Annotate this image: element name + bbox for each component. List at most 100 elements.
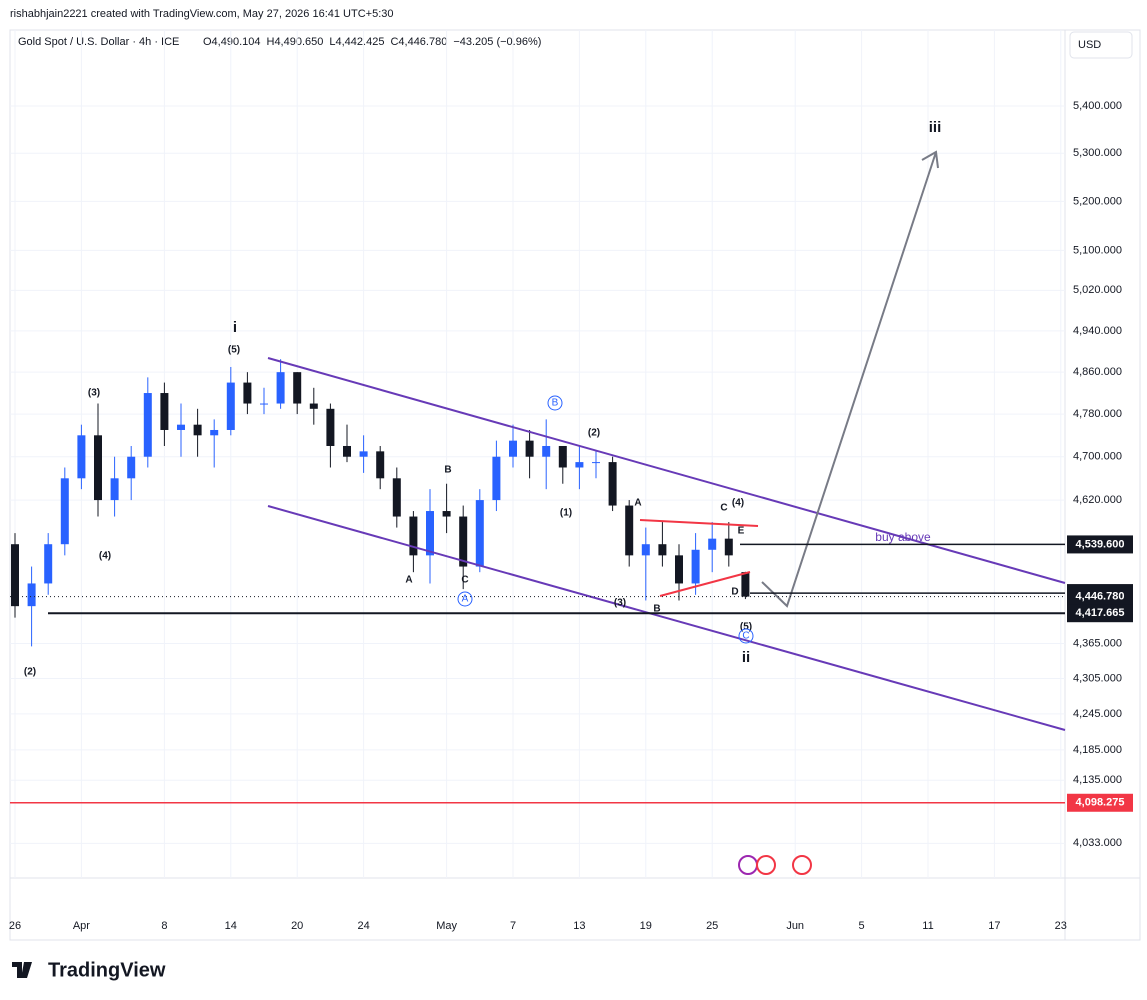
wave-label: B [552, 398, 559, 409]
wave-label: (1) [560, 508, 572, 519]
x-tick-label: 20 [291, 920, 303, 932]
x-tick-label: 24 [357, 920, 369, 932]
wave-circle [457, 591, 473, 607]
y-tick-label: 4,033.000 [1073, 837, 1122, 849]
price-level-label: 4,098.275 [1076, 797, 1125, 809]
candle-body [708, 538, 717, 550]
wave-label: B [444, 465, 451, 476]
logo-text: TradingView [48, 959, 166, 981]
wave-label: A [634, 498, 641, 509]
candle-body [442, 511, 451, 517]
event-icon [792, 855, 812, 875]
candle-body [260, 403, 268, 405]
projection-arrowhead [921, 150, 939, 169]
currency-button[interactable] [1069, 31, 1133, 59]
wave-label: (4) [732, 498, 744, 509]
candle-body [724, 538, 733, 556]
candle-body [326, 408, 335, 446]
channel-lower [267, 505, 1066, 731]
y-tick-label: 5,400.000 [1073, 100, 1122, 112]
symbol: Gold Spot / U.S. Dollar · 4h · ICE [18, 36, 179, 48]
wave-label: A [462, 594, 469, 605]
y-tick-label: 4,365.000 [1073, 637, 1122, 649]
candle-body [625, 505, 634, 556]
x-tick-label: Apr [73, 920, 90, 932]
wave-label: A [405, 575, 412, 586]
y-tick-label: 5,200.000 [1073, 195, 1122, 207]
candle-body [94, 435, 102, 501]
y-tick-label: 4,305.000 [1073, 672, 1122, 684]
candle-body [359, 451, 368, 457]
price-level-label: 4,446.780 [1076, 591, 1125, 603]
y-tick-label: 5,300.000 [1073, 147, 1122, 159]
candle-body [343, 445, 351, 457]
wave-label: iii [929, 119, 942, 136]
x-tick-label: 11 [922, 920, 933, 932]
y-tick-label: 4,185.000 [1073, 744, 1122, 756]
candle-body [592, 462, 600, 464]
y-tick-label: 4,780.000 [1073, 408, 1122, 420]
attribution: rishabhjain2221 created with TradingView… [10, 8, 394, 20]
channel-upper [267, 357, 1066, 584]
candle-body [193, 424, 202, 436]
x-tick-label: 5 [859, 920, 865, 932]
candle-body [376, 451, 385, 479]
x-tick-label: 17 [988, 920, 1000, 932]
candle-body [675, 555, 683, 584]
candle-body [309, 403, 318, 409]
logo-mark [12, 962, 32, 978]
candle-body [44, 544, 53, 584]
y-tick-label: 5,100.000 [1073, 244, 1122, 256]
x-tick-label: 8 [161, 920, 167, 932]
logo: TradingView [12, 959, 166, 981]
chart-frame [9, 29, 1141, 941]
candle-body [641, 544, 650, 556]
candle-body [525, 440, 534, 457]
candle-body [691, 549, 700, 584]
candle-body [459, 516, 468, 567]
candle-body [226, 382, 235, 430]
candle-body [658, 544, 667, 556]
candle-body [160, 393, 169, 430]
y-tick-label: 4,135.000 [1073, 774, 1122, 786]
triangle-lower [659, 571, 751, 597]
x-tick-label: 7 [510, 920, 516, 932]
triangle-upper [639, 519, 759, 527]
wave-label: (2) [588, 428, 600, 439]
x-tick-label: 25 [706, 920, 718, 932]
candle-body [492, 456, 501, 501]
wave-label: (5) [740, 622, 752, 633]
ohlc-value: −43.205 (−0.96%) [453, 36, 541, 48]
candle-body [60, 478, 69, 545]
y-tick-label: 5,020.000 [1073, 284, 1122, 296]
x-tick-label: 13 [573, 920, 585, 932]
candle-body [210, 429, 219, 436]
ohlc-value: H4,490.650 [267, 36, 324, 48]
price-level-tag [1067, 535, 1133, 554]
price-level-label: 4,417.665 [1076, 607, 1125, 619]
price-level-tag [1067, 604, 1133, 623]
wave-label: C [742, 631, 749, 642]
candle-body [558, 445, 567, 468]
wave-label: (3) [88, 388, 100, 399]
wave-label: (4) [99, 551, 111, 562]
candle-body [475, 500, 484, 567]
y-tick-label: 4,700.000 [1073, 451, 1122, 463]
wave-label: (3) [614, 598, 626, 609]
wave-label: C [461, 575, 468, 586]
wave-label: C [720, 503, 727, 514]
y-tick-label: 4,940.000 [1073, 325, 1122, 337]
wave-label: ii [742, 649, 750, 666]
candle-body [542, 445, 551, 457]
wave-label: E [738, 526, 745, 537]
wave-circle [738, 628, 754, 644]
wave-label: i [233, 319, 237, 336]
wave-label: (2) [24, 667, 36, 678]
y-tick-label: 4,620.000 [1073, 494, 1122, 506]
wave-label: (5) [228, 345, 240, 356]
y-tick-label: 4,245.000 [1073, 708, 1122, 720]
event-icon [756, 855, 776, 875]
candle-body [177, 424, 185, 430]
y-tick-label: 4,860.000 [1073, 366, 1122, 378]
